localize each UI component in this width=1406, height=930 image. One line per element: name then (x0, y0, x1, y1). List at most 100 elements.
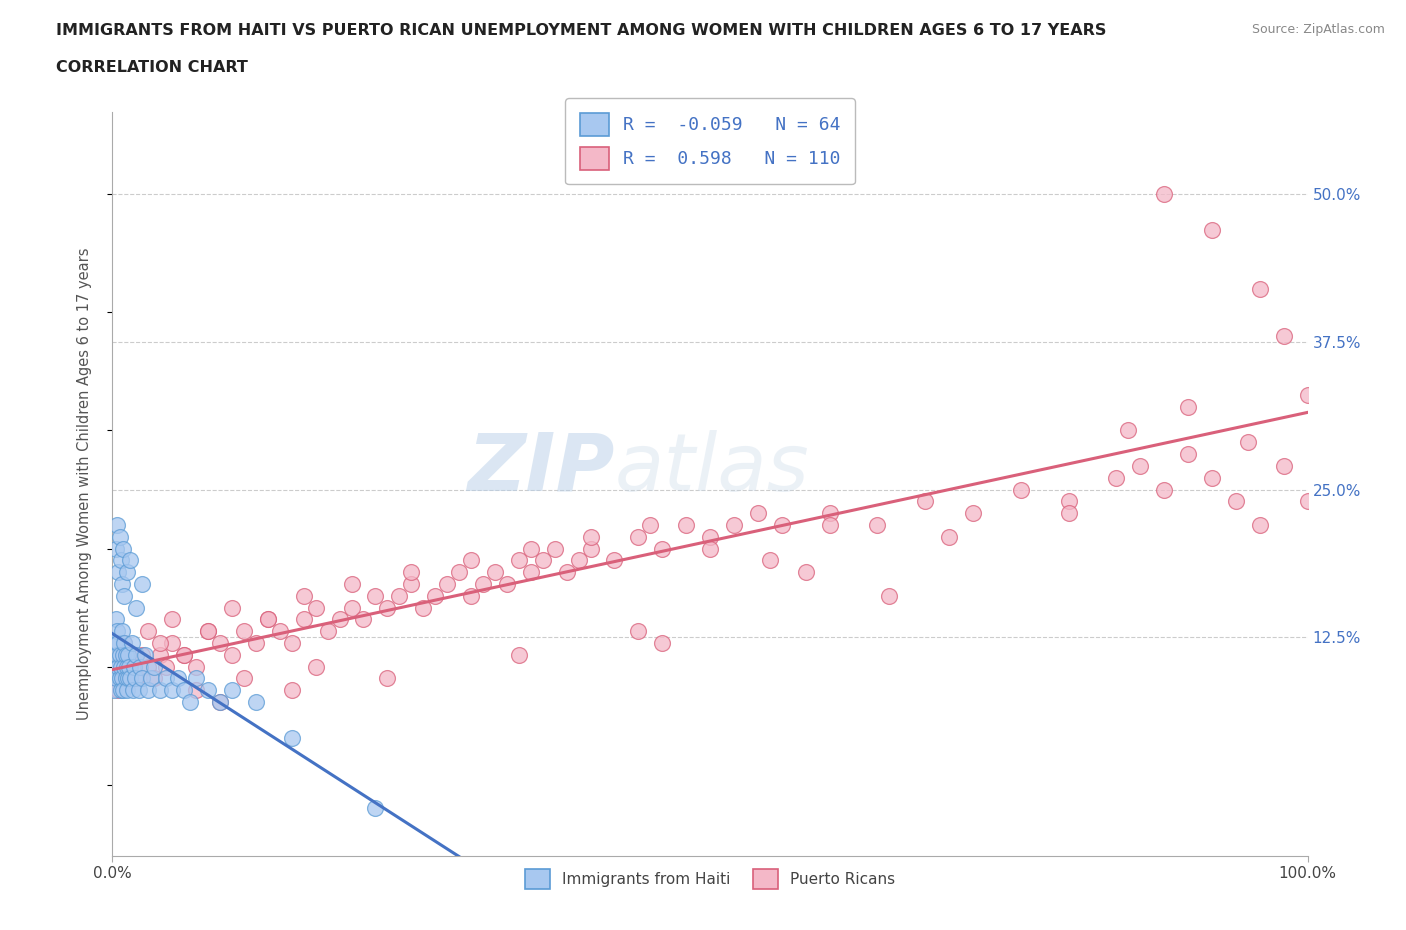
Legend: Immigrants from Haiti, Puerto Ricans: Immigrants from Haiti, Puerto Ricans (517, 861, 903, 897)
Point (329, 612, 352, 627)
Point (675, 517, 697, 532)
Point (257, 612, 280, 627)
Point (1201, 471, 1223, 485)
Point (388, 589, 411, 604)
Point (149, 647, 172, 662)
Point (699, 541, 721, 556)
Point (1118, 423, 1140, 438)
Point (245, 635, 267, 650)
Point (186, 683, 208, 698)
Point (1249, 281, 1271, 296)
Point (186, 671, 208, 686)
Point (352, 612, 374, 627)
Point (105, 647, 128, 662)
Point (173, 647, 195, 662)
Text: IMMIGRANTS FROM HAITI VS PUERTO RICAN UNEMPLOYMENT AMONG WOMEN WITH CHILDREN AGE: IMMIGRANTS FROM HAITI VS PUERTO RICAN UN… (56, 23, 1107, 38)
Point (914, 494, 936, 509)
Point (281, 635, 304, 650)
Point (1237, 435, 1260, 450)
Point (186, 659, 208, 674)
Y-axis label: Unemployment Among Women with Children Ages 6 to 17 years: Unemployment Among Women with Children A… (77, 247, 91, 720)
Point (107, 635, 129, 650)
Point (115, 683, 138, 698)
Point (128, 683, 150, 698)
Point (496, 577, 519, 591)
Point (139, 671, 162, 686)
Point (143, 659, 166, 674)
Point (460, 553, 482, 568)
Point (316, 624, 339, 639)
Point (1129, 458, 1152, 473)
Point (110, 553, 132, 568)
Point (818, 517, 841, 532)
Point (221, 647, 243, 662)
Point (107, 659, 129, 674)
Point (105, 612, 128, 627)
Point (1272, 458, 1295, 473)
Point (114, 671, 135, 686)
Point (104, 659, 127, 674)
Point (651, 635, 673, 650)
Point (233, 671, 256, 686)
Point (221, 600, 243, 615)
Point (794, 565, 817, 579)
Point (107, 565, 129, 579)
Point (257, 612, 280, 627)
Point (377, 600, 399, 615)
Point (131, 577, 153, 591)
Point (425, 589, 447, 604)
Point (115, 659, 138, 674)
Point (579, 541, 602, 556)
Point (149, 683, 172, 698)
Point (108, 671, 131, 686)
Point (568, 553, 591, 568)
Point (125, 671, 148, 686)
Point (484, 565, 506, 579)
Point (579, 529, 602, 544)
Point (118, 659, 141, 674)
Point (723, 517, 745, 532)
Point (1249, 517, 1271, 532)
Point (110, 683, 132, 698)
Point (112, 647, 135, 662)
Point (111, 577, 134, 591)
Point (245, 695, 267, 710)
Point (699, 529, 721, 544)
Point (111, 624, 134, 639)
Point (543, 541, 565, 556)
Point (640, 517, 662, 532)
Point (121, 635, 143, 650)
Point (173, 647, 195, 662)
Point (447, 565, 470, 579)
Point (651, 541, 673, 556)
Point (114, 659, 135, 674)
Point (938, 529, 960, 544)
Point (1272, 328, 1295, 343)
Point (197, 624, 219, 639)
Point (120, 659, 142, 674)
Text: ZIP: ZIP (467, 430, 614, 508)
Point (364, 801, 387, 816)
Point (962, 506, 984, 521)
Point (531, 553, 554, 568)
Point (269, 624, 291, 639)
Point (124, 671, 146, 686)
Point (281, 730, 304, 745)
Point (209, 695, 232, 710)
Point (627, 624, 650, 639)
Point (747, 506, 769, 521)
Point (149, 635, 172, 650)
Point (1177, 399, 1199, 414)
Point (209, 635, 232, 650)
Point (1010, 482, 1032, 497)
Point (281, 683, 304, 698)
Point (818, 506, 841, 521)
Point (105, 624, 128, 639)
Text: atlas: atlas (614, 430, 810, 508)
Point (112, 541, 135, 556)
Point (114, 647, 136, 662)
Point (221, 683, 243, 698)
Point (520, 565, 543, 579)
Point (155, 671, 177, 686)
Point (162, 683, 183, 698)
